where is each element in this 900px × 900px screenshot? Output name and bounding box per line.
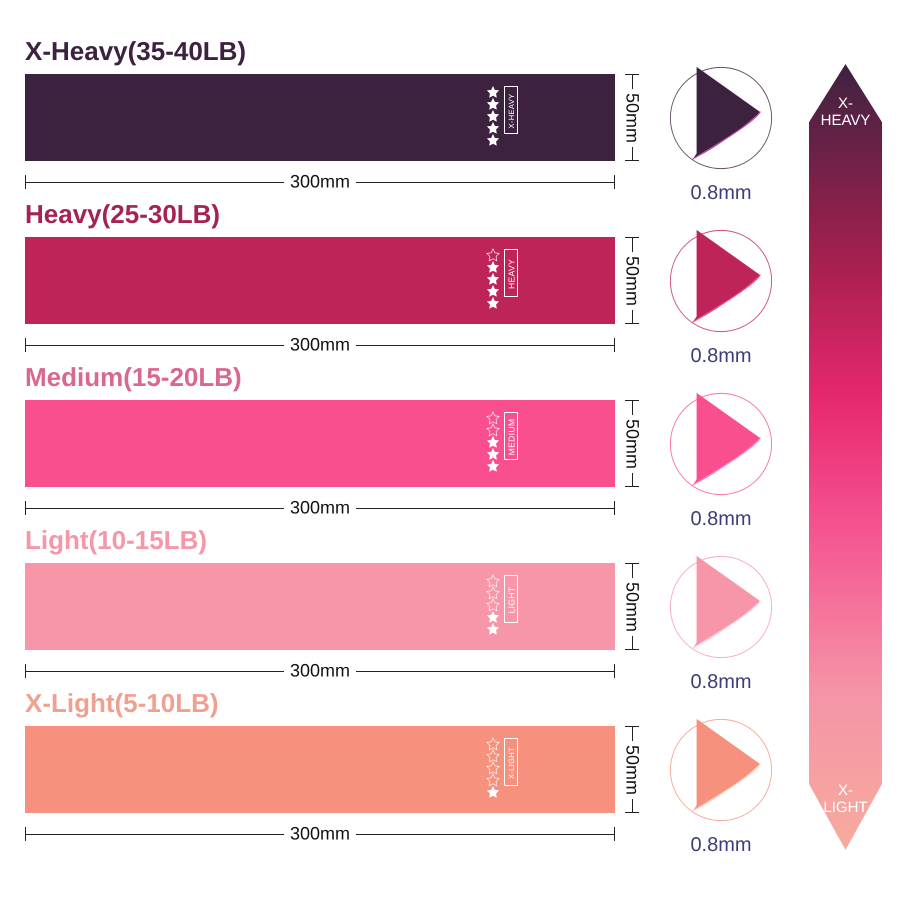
svg-text:LIGHT: LIGHT xyxy=(506,586,516,613)
svg-text:X-LIGHT: X-LIGHT xyxy=(507,747,516,779)
svg-text:X-HEAVY: X-HEAVY xyxy=(507,93,516,128)
svg-text:MEDIUM: MEDIUM xyxy=(506,418,516,455)
svg-text:HEAVY: HEAVY xyxy=(506,259,516,289)
